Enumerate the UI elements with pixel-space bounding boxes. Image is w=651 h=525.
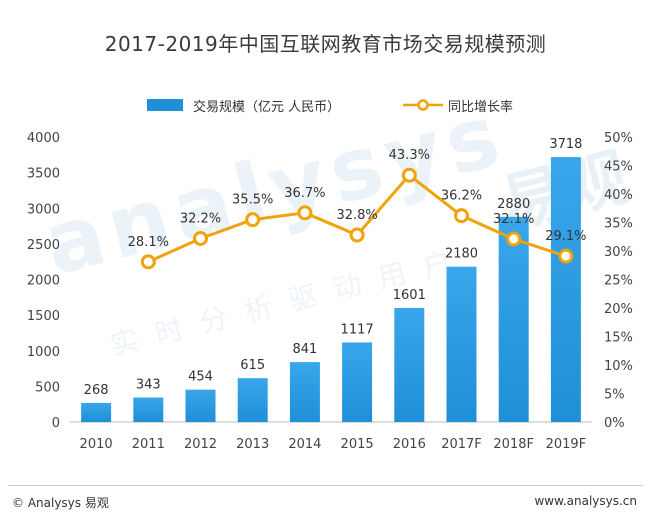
bar-value-label: 2180	[445, 247, 478, 262]
y-left-tick-label: 3000	[27, 202, 60, 217]
x-tick-label: 2012	[184, 437, 217, 452]
bar	[81, 402, 112, 422]
bar-value-label: 3718	[549, 137, 582, 152]
y-left-tick-label: 2500	[27, 238, 60, 253]
x-tick-label: 2018F	[493, 437, 534, 452]
legend: 交易规模（亿元 人民币） 同比增长率	[0, 96, 651, 116]
bar-value-label: 2880	[497, 197, 530, 212]
legend-bar-label: 交易规模（亿元 人民币）	[193, 100, 341, 115]
footer-divider	[8, 485, 643, 486]
bar-value-label: 1601	[393, 288, 426, 303]
y-right-tick-label: 25%	[604, 274, 633, 289]
growth-value-label: 29.1%	[545, 229, 586, 244]
x-tick-label: 2011	[132, 437, 165, 452]
growth-value-label: 32.8%	[336, 208, 377, 223]
x-tick-label: 2016	[393, 437, 426, 452]
bar	[342, 342, 373, 422]
growth-point	[558, 248, 574, 264]
y-left-tick-label: 500	[35, 380, 60, 395]
bar	[446, 266, 477, 422]
y-right-tick-label: 10%	[604, 359, 633, 374]
footer-url: www.analysys.cn	[534, 494, 637, 508]
bar-value-label: 268	[84, 383, 109, 398]
y-right-tick-label: 20%	[604, 302, 633, 317]
growth-point	[297, 205, 313, 221]
growth-value-label: 36.2%	[441, 189, 482, 204]
y-right-tick-label: 45%	[604, 160, 633, 175]
bar-value-label: 454	[188, 370, 213, 385]
y-right-tick-label: 50%	[604, 131, 633, 146]
x-tick-label: 2010	[80, 437, 113, 452]
growth-point	[349, 227, 365, 243]
y-left-tick-label: 0	[52, 416, 60, 431]
bar	[237, 378, 268, 422]
growth-value-label: 28.1%	[128, 235, 169, 250]
y-right-tick-label: 15%	[604, 331, 633, 346]
growth-point	[193, 230, 208, 246]
growth-value-label: 36.7%	[284, 186, 325, 201]
y-left-tick-label: 1500	[27, 309, 60, 324]
legend-line-label: 同比增长率	[448, 100, 514, 115]
bar-value-label: 841	[292, 342, 317, 357]
bar-value-label: 343	[136, 378, 161, 393]
y-left-tick-label: 3500	[27, 167, 60, 182]
x-tick-label: 2013	[236, 437, 269, 452]
legend-bar-swatch	[147, 99, 183, 111]
growth-point	[454, 208, 469, 224]
growth-point	[245, 212, 261, 228]
growth-value-label: 43.3%	[389, 148, 430, 163]
growth-point	[506, 231, 522, 247]
y-left-tick-label: 1000	[27, 345, 60, 360]
bar	[394, 307, 425, 422]
y-left-tick-label: 2000	[27, 274, 60, 289]
x-tick-label: 2015	[341, 437, 374, 452]
bar-value-label: 615	[240, 358, 265, 373]
bar-value-label: 1117	[341, 322, 374, 337]
y-right-tick-label: 40%	[604, 188, 633, 203]
bar	[289, 362, 320, 422]
y-left-tick-label: 4000	[27, 131, 60, 146]
bar	[185, 389, 216, 422]
x-tick-label: 2014	[288, 437, 321, 452]
growth-value-label: 35.5%	[232, 193, 273, 208]
y-right-tick-label: 30%	[604, 245, 633, 260]
legend-line-swatch	[403, 99, 443, 111]
growth-point	[140, 254, 156, 270]
x-tick-label: 2017F	[441, 437, 482, 452]
bar	[550, 157, 581, 422]
growth-point	[401, 167, 417, 183]
y-right-tick-label: 0%	[604, 416, 625, 431]
growth-value-label: 32.2%	[180, 211, 221, 226]
bar	[498, 216, 529, 422]
y-right-tick-label: 5%	[604, 388, 625, 403]
footer-copyright: © Analysys 易观	[12, 496, 109, 510]
y-right-tick-label: 35%	[604, 217, 633, 232]
chart-title: 2017-2019年中国互联网教育市场交易规模预测	[104, 32, 547, 56]
bar	[133, 397, 164, 422]
x-tick-label: 2019F	[546, 437, 587, 452]
growth-value-label: 32.1%	[493, 212, 534, 227]
